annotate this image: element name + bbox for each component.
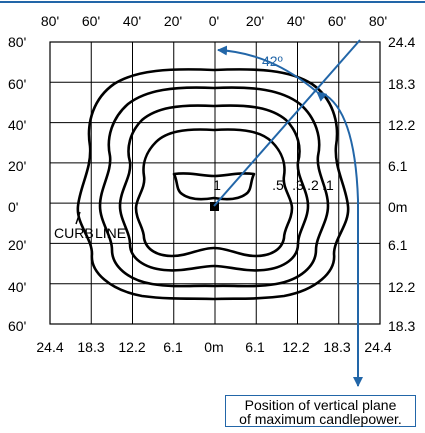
left-tick: 40' bbox=[8, 117, 26, 133]
bottom-tick: 0m bbox=[204, 339, 223, 355]
right-tick: 24.4 bbox=[388, 34, 415, 50]
top-axis-labels: 80' 60' 40' 20' 0' 20' 40' 60' 80' bbox=[41, 13, 387, 29]
bottom-tick: 18.3 bbox=[77, 339, 104, 355]
left-tick: 40' bbox=[8, 279, 26, 295]
bottom-tick: 24.4 bbox=[364, 339, 391, 355]
plot-frame bbox=[49, 41, 381, 325]
top-tick: 80' bbox=[41, 13, 59, 29]
top-tick: 60' bbox=[82, 13, 100, 29]
right-axis-labels: 24.4 18.3 12.2 6.1 0m 6.1 12.2 18.3 bbox=[388, 34, 415, 334]
isoline-label: .5 bbox=[272, 177, 284, 193]
isoline-fourth bbox=[134, 128, 294, 258]
top-tick: 80' bbox=[369, 13, 387, 29]
left-tick: 20' bbox=[8, 237, 26, 253]
callout-leader bbox=[321, 92, 363, 387]
callout-line-1: Position of vertical plane bbox=[244, 397, 397, 413]
isoline-label: .2 bbox=[307, 177, 319, 193]
bottom-tick: 12.2 bbox=[118, 339, 145, 355]
top-tick: 40' bbox=[287, 13, 305, 29]
right-tick: 6.1 bbox=[388, 237, 408, 253]
right-tick: 18.3 bbox=[388, 318, 415, 334]
top-tick: 20' bbox=[164, 13, 182, 29]
curb-label: CURB bbox=[54, 225, 94, 241]
top-tick: 20' bbox=[246, 13, 264, 29]
max-candlepower-line bbox=[213, 39, 361, 207]
isoline-second bbox=[98, 86, 330, 288]
bottom-tick: 12.2 bbox=[282, 339, 309, 355]
callout-box: Position of vertical plane of maximum ca… bbox=[225, 395, 416, 427]
bottom-tick: 24.4 bbox=[36, 339, 63, 355]
isoline-label: .1 bbox=[322, 177, 334, 193]
callout-line-2: of maximum candlepower. bbox=[239, 411, 402, 427]
right-tick: 18.3 bbox=[388, 76, 415, 92]
angle-arc bbox=[217, 45, 328, 102]
right-tick: 0m bbox=[388, 199, 407, 215]
isoline-label: .3 bbox=[292, 177, 304, 193]
top-tick: 40' bbox=[123, 13, 141, 29]
left-axis-labels: 80' 60' 40' 20' 0' 20' 40' 60' bbox=[8, 34, 26, 334]
line-label: LINE bbox=[95, 225, 126, 241]
bottom-tick: 6.1 bbox=[163, 339, 183, 355]
left-tick: 0' bbox=[8, 199, 18, 215]
right-tick: 6.1 bbox=[388, 158, 408, 174]
bottom-tick: 18.3 bbox=[323, 339, 350, 355]
left-tick: 80' bbox=[8, 34, 26, 50]
isoline-outer bbox=[76, 68, 350, 301]
bottom-tick: 6.1 bbox=[245, 339, 265, 355]
top-tick: 0' bbox=[209, 13, 219, 29]
right-tick: 12.2 bbox=[388, 117, 415, 133]
isoline-label-inner: 1 bbox=[213, 177, 221, 193]
top-tick: 60' bbox=[328, 13, 346, 29]
left-tick: 20' bbox=[8, 158, 26, 174]
angle-label: 42º bbox=[262, 53, 283, 69]
left-tick: 60' bbox=[8, 318, 26, 334]
isoline-third bbox=[118, 104, 310, 272]
curb-pointer bbox=[75, 211, 81, 225]
right-tick: 12.2 bbox=[388, 279, 415, 295]
isolines bbox=[76, 68, 350, 301]
luminaire-marker bbox=[210, 202, 219, 211]
isoline-inner bbox=[172, 172, 256, 201]
bottom-axis-labels: 24.4 18.3 12.2 6.1 0m 6.1 12.2 18.3 24.4 bbox=[36, 339, 391, 355]
left-tick: 60' bbox=[8, 76, 26, 92]
